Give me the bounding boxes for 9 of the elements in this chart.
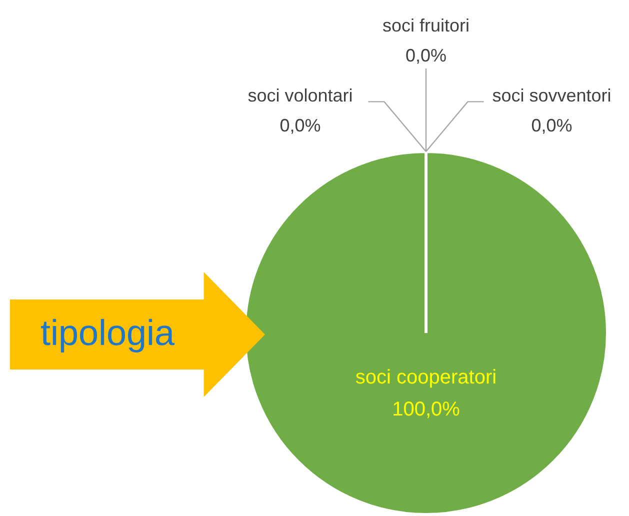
text: 0,0%	[405, 45, 447, 66]
data-label: 100,0%	[392, 398, 460, 420]
slice-label: soci cooperatori	[355, 366, 497, 388]
category-label: soci sovventori	[492, 86, 612, 106]
text: 0,0%	[531, 116, 572, 136]
category-label: soci fruitori	[382, 15, 470, 36]
text: 0,0%	[280, 116, 321, 136]
category-label: soci volontari	[248, 86, 353, 106]
text: tipologia	[39, 311, 176, 355]
